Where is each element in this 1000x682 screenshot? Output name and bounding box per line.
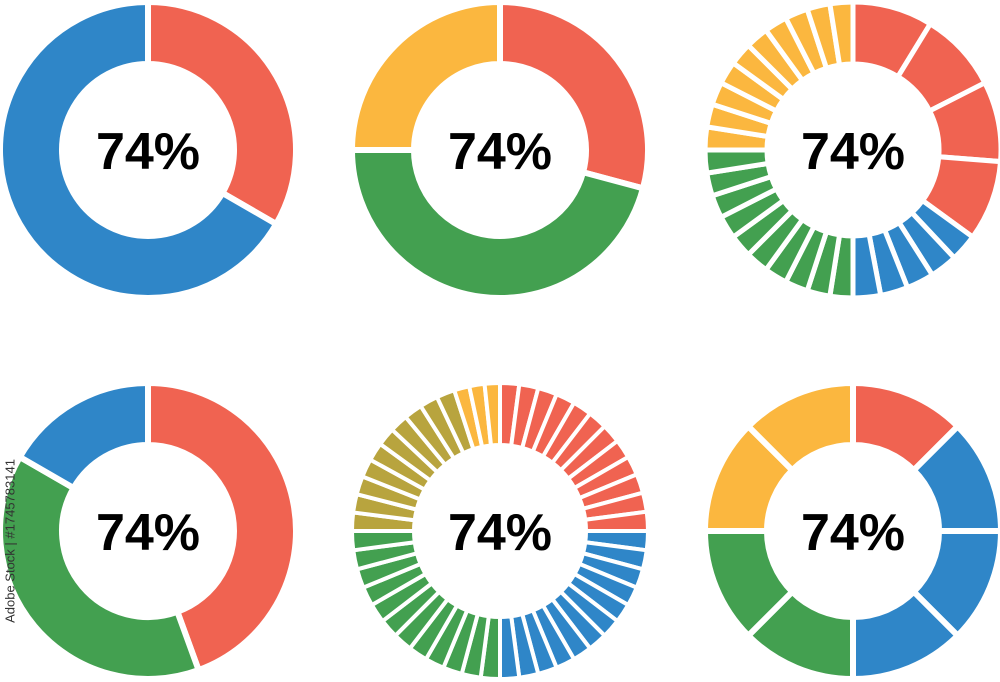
- stock-id: Adobe Stock | #1745783141: [3, 459, 18, 623]
- ring-segment: [15, 379, 151, 493]
- donut-label: 74%: [96, 123, 200, 181]
- ring-segment: [145, 0, 299, 229]
- donut-label: 74%: [448, 504, 552, 562]
- ring-segment: [348, 0, 503, 153]
- ring-segment: [482, 380, 502, 448]
- ring-segment: [0, 0, 281, 301]
- ring-segment: [909, 422, 1000, 534]
- donut-label: 74%: [801, 123, 905, 181]
- donut-label: 74%: [96, 504, 200, 562]
- ring-segment: [348, 147, 647, 301]
- donut-label: 74%: [801, 504, 905, 562]
- ring-segment: [926, 79, 1000, 165]
- ring-segment: [497, 0, 651, 192]
- ring-segment: [145, 379, 299, 674]
- ring-segment: [744, 379, 856, 475]
- ring-segment: [0, 452, 203, 682]
- donut-label: 74%: [448, 123, 552, 181]
- ring-segment: [826, 0, 856, 68]
